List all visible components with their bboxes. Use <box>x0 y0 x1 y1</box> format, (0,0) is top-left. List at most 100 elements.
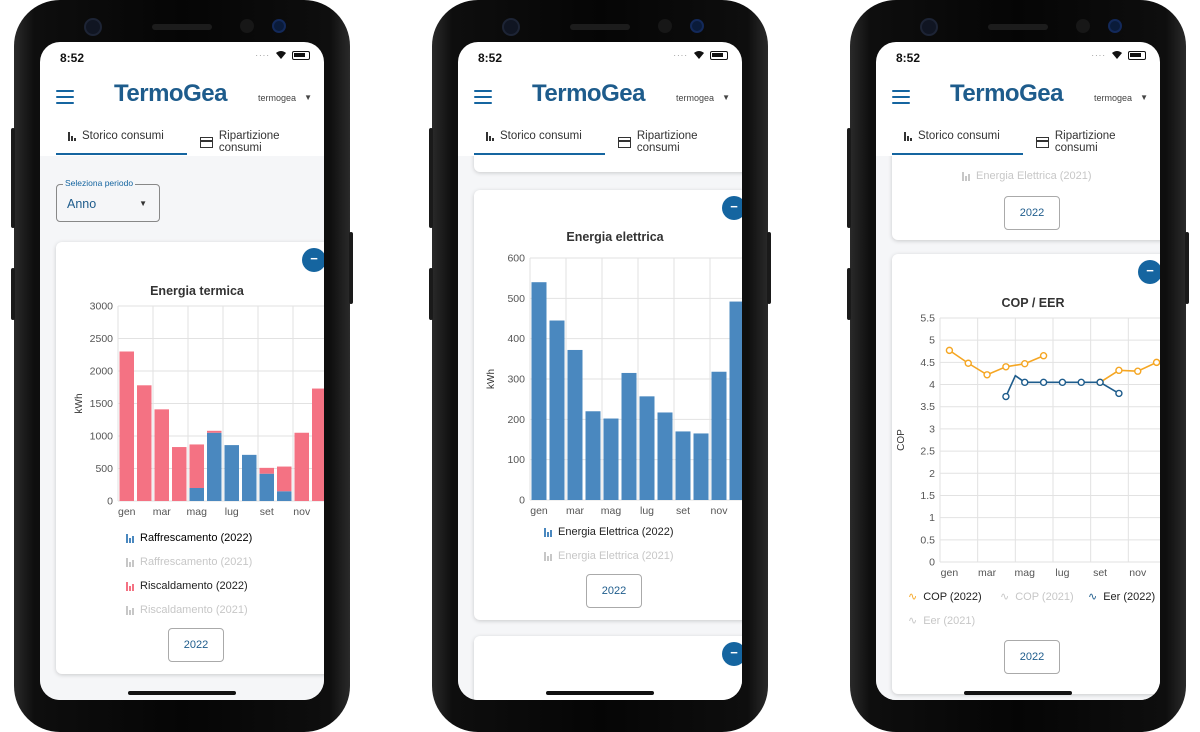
data-point <box>945 346 954 355</box>
tab-label: Storico consumi <box>918 130 1000 142</box>
user-selector[interactable]: termogea <box>1094 93 1133 103</box>
y-tick-label: 1500 <box>90 398 114 410</box>
bar-chart-icon <box>126 581 134 591</box>
data-point <box>1115 366 1123 375</box>
tab-storico-consumi[interactable]: Storico consumi <box>68 130 164 142</box>
legend-raffrescamento-2022[interactable]: Raffrescamento (2022) <box>126 532 252 544</box>
data-point <box>1021 378 1029 387</box>
data-point <box>1058 378 1067 387</box>
y-tick-label: 2 <box>929 468 935 480</box>
tab-label: Storico consumi <box>500 130 582 142</box>
y-tick-label: 100 <box>507 454 525 466</box>
bar <box>531 282 547 500</box>
bar <box>189 444 204 488</box>
y-tick-label: 3 <box>929 423 935 435</box>
x-tick-label: mar <box>153 506 172 518</box>
legend-label: Energia Elettrica (2021) <box>976 170 1092 182</box>
chevron-down-icon[interactable]: ▼ <box>722 93 730 102</box>
energia-elettrica-chart: 0 100 200 300 400 500 600 gen mar mag lug set nov kWh <box>486 253 742 516</box>
signal-icon: ···· <box>1091 50 1106 60</box>
content-area: Energia Elettrica (2021) 2022 − COP / EE… <box>876 156 1160 700</box>
legend-label: Riscaldamento (2021) <box>140 604 248 616</box>
data-point <box>1021 359 1029 368</box>
collapse-button[interactable]: − <box>302 248 324 272</box>
legend-cop-2021[interactable]: ∿ COP (2021) <box>1000 590 1074 604</box>
tab-storico-consumi[interactable]: Storico consumi <box>904 130 1000 142</box>
chart-title: Energia termica <box>150 284 244 298</box>
user-selector[interactable]: termogea <box>676 93 715 103</box>
y-tick-label: 1 <box>929 512 935 524</box>
chevron-down-icon[interactable]: ▼ <box>304 93 312 102</box>
phone-frame-2: 8:52 ···· TermoGea termogea ▼ Storico co… <box>429 0 771 732</box>
data-point <box>1039 378 1048 387</box>
legend-label: Energia Elettrica (2022) <box>558 526 674 538</box>
battery-icon <box>1128 50 1146 60</box>
data-point <box>1002 392 1010 401</box>
period-select-label: Seleziona periodo <box>63 178 136 188</box>
app-logo: TermoGea <box>950 80 1063 107</box>
y-tick-label: 0 <box>107 496 113 508</box>
menu-icon[interactable] <box>56 90 74 104</box>
chart-card-next: − <box>474 636 742 700</box>
bar-chart-icon <box>68 131 76 141</box>
tab-storico-consumi[interactable]: Storico consumi <box>486 130 582 142</box>
year-button[interactable]: 2022 <box>1004 196 1060 230</box>
chart-card-top <box>474 156 742 172</box>
status-time: 8:52 <box>478 51 503 65</box>
collapse-button[interactable]: − <box>722 196 742 220</box>
y-tick-label: 1.5 <box>920 490 935 502</box>
bar <box>729 301 742 500</box>
screen-1: 8:52 ···· TermoGea termogea ▼ Storico co… <box>40 42 324 700</box>
tab-ripartizione-consumi[interactable]: Ripartizione consumi <box>200 130 324 154</box>
tab-ripartizione-consumi[interactable]: Ripartizione consumi <box>1036 130 1160 154</box>
period-select[interactable]: Seleziona periodo Anno ▼ <box>56 178 160 222</box>
year-button[interactable]: 2022 <box>586 574 642 608</box>
legend-eer-2022[interactable]: ∿ Eer (2022) <box>1088 590 1155 604</box>
status-bar: 8:52 ···· <box>40 42 324 70</box>
bar <box>657 412 673 500</box>
legend-riscaldamento-2021[interactable]: Riscaldamento (2021) <box>126 604 248 616</box>
collapse-button[interactable]: − <box>722 642 742 666</box>
legend-energia-elettrica-2022[interactable]: Energia Elettrica (2022) <box>544 526 674 538</box>
x-tick-label: set <box>1093 567 1107 579</box>
wifi-icon <box>1112 51 1122 59</box>
line-series-icon: ∿ <box>908 615 918 627</box>
app-bar: TermoGea termogea ▼ <box>458 70 742 120</box>
bar-chart-icon <box>486 131 494 141</box>
year-button[interactable]: 2022 <box>1004 640 1060 674</box>
y-tick-label: 0 <box>929 557 935 569</box>
bar-chart-icon <box>962 171 970 181</box>
menu-icon[interactable] <box>474 90 492 104</box>
line-series-icon: ∿ <box>908 591 918 603</box>
cop-eer-chart: 0 0.5 1 1.5 2 2.5 3 3.5 4 4.5 5 5.5 gen mar mag lug set n… <box>896 313 1160 579</box>
year-button[interactable]: 2022 <box>168 628 224 662</box>
y-tick-label: 600 <box>507 253 525 265</box>
tab-ripartizione-consumi[interactable]: Ripartizione consumi <box>618 130 742 154</box>
bar <box>224 445 239 501</box>
y-axis-label: kWh <box>74 394 85 414</box>
bar <box>154 409 169 501</box>
legend-raffrescamento-2021[interactable]: Raffrescamento (2021) <box>126 556 252 568</box>
legend-energia-elettrica-2021[interactable]: Energia Elettrica (2021) <box>544 550 674 562</box>
chart-card-cop-eer: − COP / EER 0 0.5 1 1.5 2 2.5 3 3.5 4 4.5 5 5.5 gen m… <box>892 254 1160 694</box>
tab-bar: Storico consumi Ripartizione consumi <box>876 120 1160 156</box>
chart-card-energia-elettrica: − Energia elettrica 0 100 200 300 400 500 600 g… <box>474 190 742 620</box>
energia-termica-chart: 0 500 1000 1500 2000 2500 3000 gen mar mag lug set n… <box>74 301 324 518</box>
bar-chart-icon <box>544 551 552 561</box>
chart-card-top: Energia Elettrica (2021) 2022 <box>892 156 1160 240</box>
collapse-button[interactable]: − <box>1138 260 1160 284</box>
tab-indicator <box>56 153 187 155</box>
legend-cop-2022[interactable]: ∿ COP (2022) <box>908 590 982 604</box>
home-indicator <box>546 691 654 695</box>
user-selector[interactable]: termogea <box>258 93 297 103</box>
legend-eer-2021[interactable]: ∿ Eer (2021) <box>908 614 975 628</box>
legend-riscaldamento-2022[interactable]: Riscaldamento (2022) <box>126 580 248 592</box>
y-tick-label: 1000 <box>90 431 114 443</box>
y-tick-label: 5 <box>929 335 935 347</box>
table-icon <box>200 136 213 148</box>
status-time: 8:52 <box>60 51 85 65</box>
home-indicator <box>964 691 1072 695</box>
menu-icon[interactable] <box>892 90 910 104</box>
legend-energia-elettrica-2021[interactable]: Energia Elettrica (2021) <box>962 170 1092 182</box>
chevron-down-icon[interactable]: ▼ <box>1140 93 1148 102</box>
